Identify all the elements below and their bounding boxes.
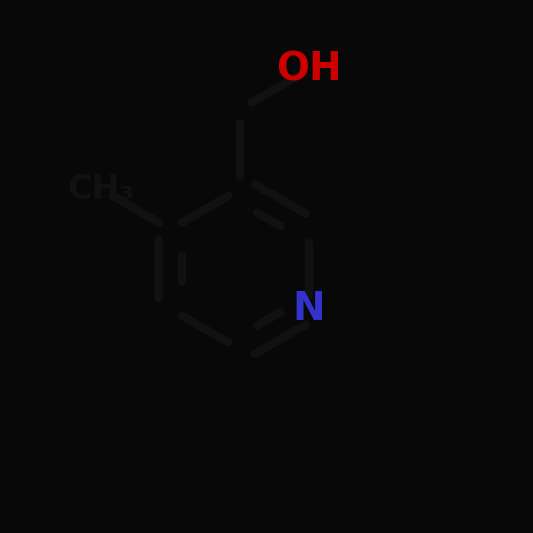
Text: N: N	[293, 290, 326, 328]
Text: CH₃: CH₃	[68, 173, 135, 206]
Text: OH: OH	[276, 50, 342, 88]
